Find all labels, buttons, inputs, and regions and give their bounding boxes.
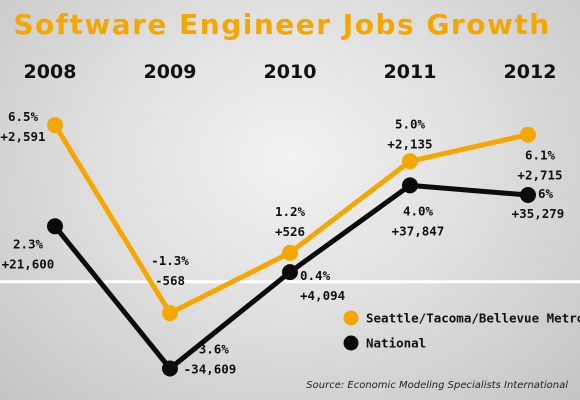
metro-point [282, 244, 298, 261]
national-count-label: -34,609 [184, 362, 237, 377]
national-point [47, 218, 63, 235]
year-label: 2011 [384, 61, 437, 83]
national-count-label: +37,847 [392, 223, 445, 238]
metro-count-label: -568 [155, 273, 185, 288]
metro-point [47, 117, 63, 134]
national-count-label: +4,094 [300, 288, 345, 303]
data-labels: 6.5% +2,591 -1.3% -568 1.2% +526 5.0% +2,135 6.1… [0, 109, 564, 376]
metro-pct-label: 5.0% [395, 116, 426, 131]
national-pct-label: 4.0% [403, 203, 434, 218]
national-legend-label: National [366, 336, 426, 351]
year-label: 2008 [24, 61, 77, 83]
metro-count-label: +2,135 [387, 136, 432, 151]
national-point [520, 187, 536, 203]
national-pct-label: 2.3% [13, 236, 44, 251]
national-count-label: +35,279 [512, 206, 565, 221]
metro-series-line [52, 122, 531, 316]
year-label: 2009 [144, 61, 197, 83]
metro-count-label: +2,591 [0, 129, 45, 144]
chart-title: Software Engineer Jobs Growth [13, 8, 550, 41]
national-point [402, 177, 418, 194]
metro-legend-label: Seattle/Tacoma/Bellevue Metro Area [366, 311, 580, 326]
metro-point [520, 126, 536, 143]
source-note: Source: Economic Modeling Specialists In… [306, 380, 568, 391]
metro-count-label: +2,715 [517, 168, 562, 183]
national-pct-label: -3.6% [191, 342, 229, 357]
metro-pct-label: -1.3% [151, 253, 189, 268]
metro-pct-label: 6.1% [525, 148, 556, 163]
national-legend-marker [343, 335, 359, 351]
national-point [162, 360, 178, 377]
national-pct-label: 0.4% [300, 268, 331, 283]
national-point [282, 264, 298, 281]
legend: Seattle/Tacoma/Bellevue Metro Area Nation… [343, 310, 580, 351]
metro-pct-label: 6.5% [8, 109, 39, 124]
metro-point [402, 153, 418, 170]
year-label: 2012 [504, 61, 557, 83]
year-labels: 2008 2009 2010 2011 2012 [24, 61, 557, 83]
metro-legend-marker [343, 310, 359, 326]
series-points [47, 117, 536, 377]
national-count-label: +21,600 [2, 256, 55, 271]
metro-count-label: +526 [275, 224, 305, 239]
year-label: 2010 [264, 61, 317, 83]
metro-pct-label: 1.2% [275, 204, 306, 219]
metro-point [162, 305, 178, 322]
national-pct-label: 3.6% [523, 186, 554, 201]
